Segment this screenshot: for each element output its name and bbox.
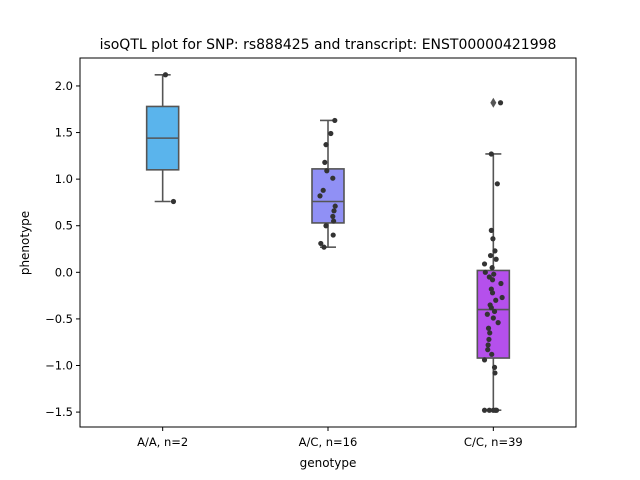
data-point: [481, 407, 488, 413]
x-axis-label: genotype: [300, 456, 357, 470]
data-point: [488, 305, 494, 311]
data-point: [323, 142, 329, 148]
points-group-1: [162, 72, 177, 205]
data-point: [487, 330, 493, 336]
data-point: [485, 347, 491, 353]
y-tick-label: −0.5: [45, 312, 73, 326]
data-point: [488, 227, 494, 233]
data-point: [486, 407, 492, 413]
data-point: [481, 261, 488, 267]
outlier-marker: [490, 97, 497, 108]
data-point: [320, 187, 326, 193]
data-point: [497, 100, 504, 106]
data-point: [493, 297, 499, 303]
data-point: [498, 280, 504, 287]
y-tick-label: 0.0: [55, 265, 73, 279]
data-point: [485, 325, 492, 331]
data-point: [493, 256, 499, 262]
data-point: [499, 294, 505, 301]
x-tick-label: C/C, n=39: [464, 435, 523, 449]
data-point: [494, 181, 500, 187]
box-group-3: [476, 97, 511, 412]
box-group-2: [311, 119, 345, 248]
data-point: [491, 271, 497, 277]
points-group-2: [317, 117, 338, 250]
data-point: [482, 269, 488, 275]
data-point: [328, 130, 334, 137]
x-axis: A/A, n=2 A/C, n=16 C/C, n=39: [137, 427, 523, 449]
data-point: [489, 351, 495, 357]
data-point: [495, 320, 501, 326]
iqr-box: [476, 269, 511, 359]
points-group-3: [481, 100, 505, 413]
data-point: [481, 357, 488, 363]
data-point: [489, 290, 496, 296]
data-point: [488, 151, 494, 157]
data-point: [170, 198, 177, 205]
plot-area: [145, 72, 511, 413]
data-point: [324, 168, 330, 174]
data-point: [487, 252, 494, 259]
y-tick-label: 0.5: [55, 219, 73, 233]
data-point: [485, 342, 491, 348]
data-point: [486, 336, 492, 343]
y-axis: −1.5 −1.0 −0.5 0.0 0.5 1.0 1.5 2.0: [45, 79, 80, 419]
data-point: [489, 277, 496, 283]
data-point: [162, 72, 169, 78]
data-point: [490, 315, 496, 321]
y-tick-label: −1.5: [45, 405, 73, 419]
data-point: [484, 311, 490, 317]
data-point: [490, 236, 496, 242]
data-point: [318, 240, 324, 247]
data-point: [331, 218, 337, 224]
box-group-1: [145, 73, 180, 203]
data-point: [330, 232, 336, 238]
data-point: [492, 370, 498, 376]
data-point: [492, 248, 498, 254]
data-point: [332, 203, 338, 209]
chart-title: isoQTL plot for SNP: rs888425 and transc…: [100, 37, 557, 53]
y-tick-label: 2.0: [55, 79, 73, 93]
y-tick-label: −1.0: [45, 359, 73, 373]
data-point: [491, 308, 498, 315]
iqr-box: [311, 168, 345, 224]
x-tick-label: A/C, n=16: [299, 435, 358, 449]
data-point: [331, 208, 337, 214]
data-point: [491, 364, 498, 370]
y-tick-label: 1.0: [55, 172, 73, 186]
data-point: [332, 117, 338, 124]
data-point: [330, 175, 336, 181]
x-tick-label: A/A, n=2: [137, 435, 188, 449]
y-axis-label: phenotype: [18, 211, 32, 275]
data-point: [321, 244, 327, 250]
data-point: [323, 223, 329, 229]
data-point: [330, 213, 336, 220]
y-tick-label: 1.5: [55, 126, 73, 140]
data-point: [489, 265, 495, 271]
data-point: [317, 193, 323, 199]
data-point: [322, 159, 328, 165]
data-point: [493, 407, 500, 413]
